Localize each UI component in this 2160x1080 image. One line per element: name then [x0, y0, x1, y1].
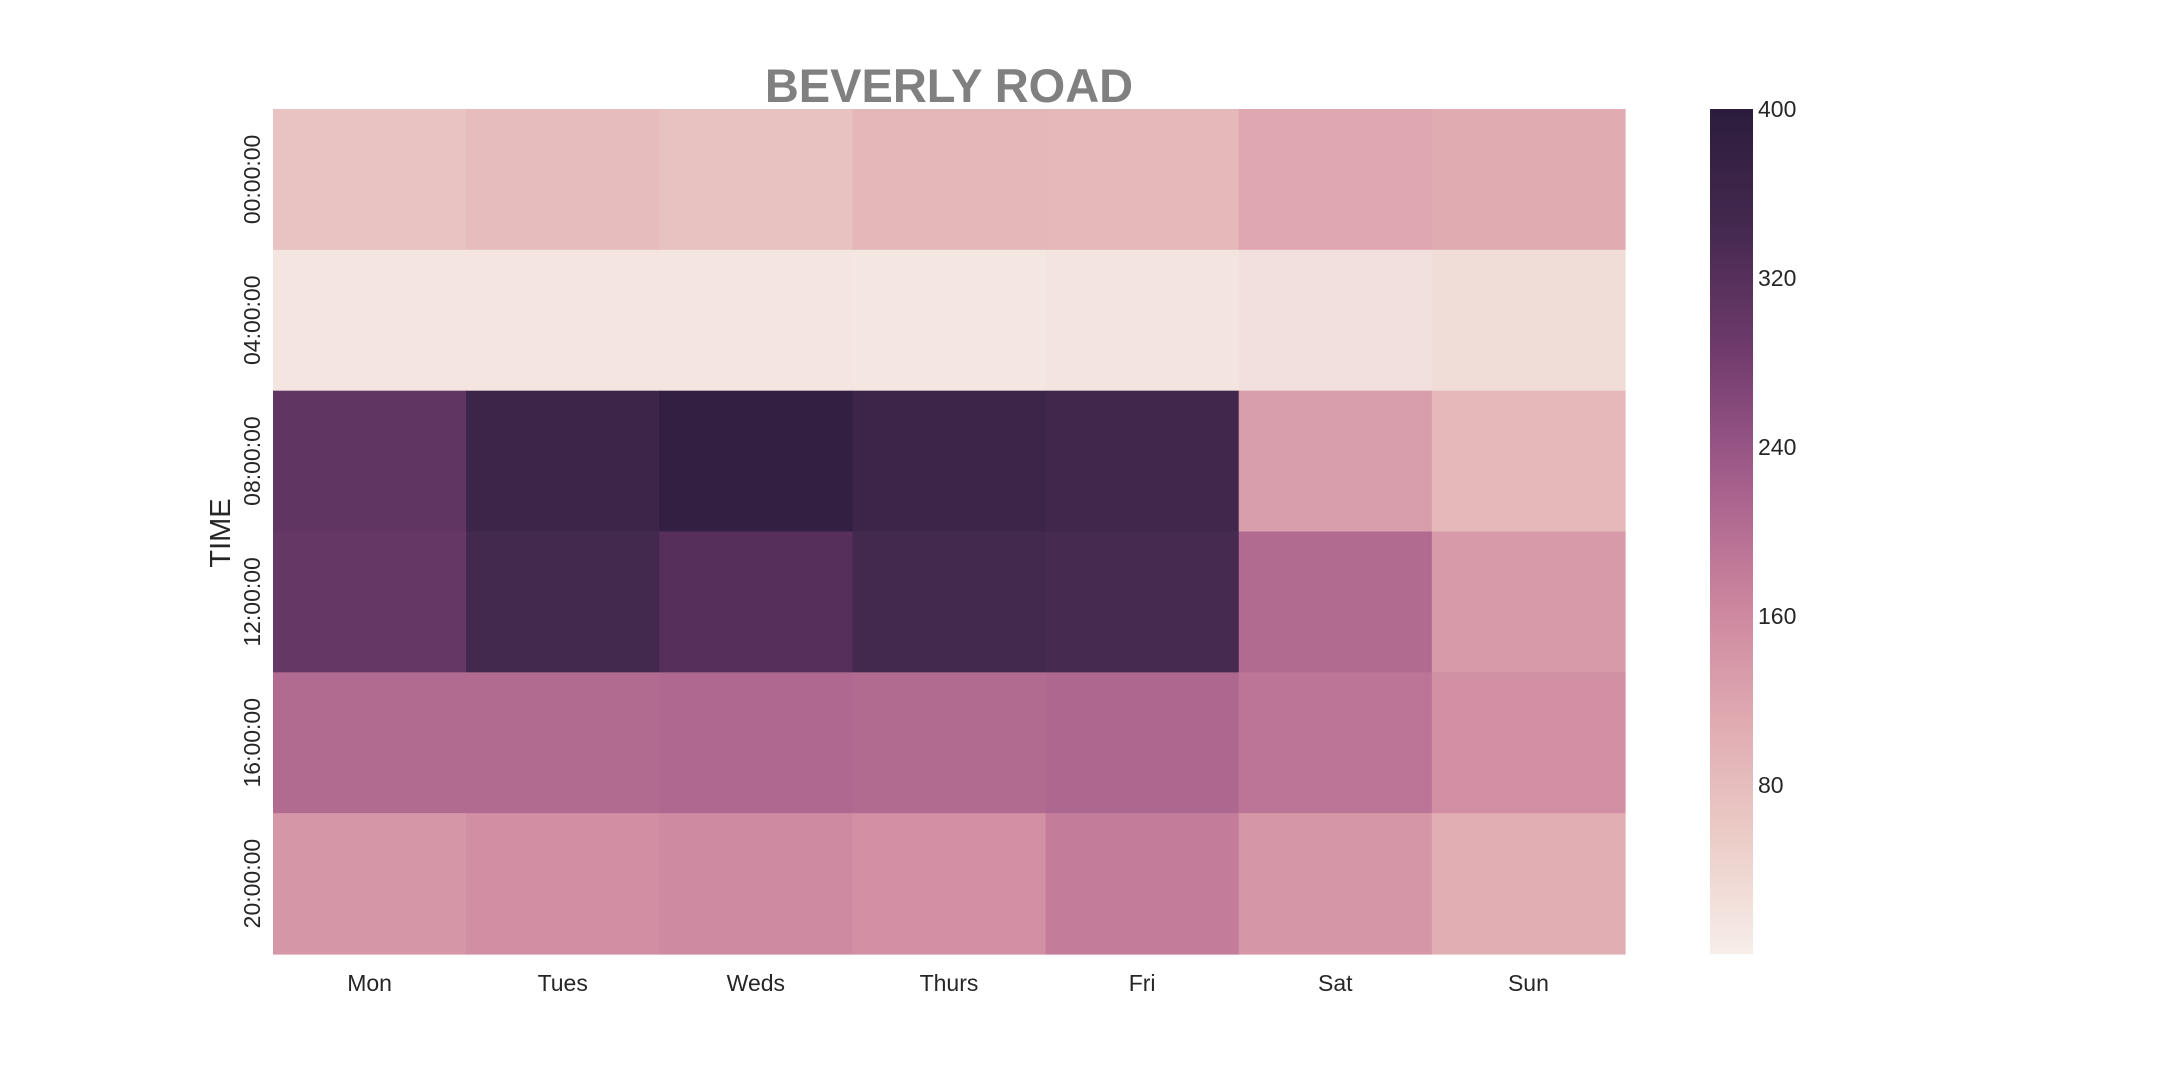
heatmap-cell-040000-weds: [659, 249, 854, 392]
colorbar-tick-320: 320: [1758, 265, 1796, 291]
colorbar-tick-labels: 80 160 240 320 400: [1758, 96, 1796, 798]
heatmap-cell-000000-weds: [659, 109, 854, 251]
heatmap-cell-000000-sun: [1431, 109, 1626, 251]
heatmap-cell-200000-sun: [1431, 813, 1626, 955]
heatmap-cell-200000-weds: [659, 813, 854, 955]
heatmap-cell-000000-fri: [1045, 109, 1240, 251]
heatmap-cell-120000-sun: [1431, 531, 1626, 673]
heatmap-cell-160000-sun: [1431, 672, 1626, 814]
x-tick-sat: Sat: [1318, 970, 1353, 996]
heatmap-cell-120000-thurs: [852, 531, 1047, 673]
heatmap-cell-080000-sat: [1238, 390, 1433, 533]
heatmap-cell-160000-sat: [1238, 672, 1433, 814]
heatmap-cell-200000-thurs: [852, 813, 1047, 955]
heatmap-cell-080000-sun: [1431, 390, 1626, 533]
heatmap-cell-160000-fri: [1045, 672, 1240, 814]
colorbar: [1710, 109, 1753, 954]
heatmap-cell-200000-sat: [1238, 813, 1433, 955]
y-axis-label: TIME: [205, 498, 237, 567]
heatmap-cell-200000-tues: [466, 813, 660, 955]
heatmap-cell-040000-sat: [1238, 249, 1433, 392]
heatmap-cell-160000-weds: [659, 672, 854, 814]
heatmap-cell-200000-mon: [273, 813, 467, 955]
heatmap-cell-040000-thurs: [852, 249, 1047, 392]
heatmap-cell-000000-thurs: [852, 109, 1047, 251]
heatmap-cell-120000-weds: [659, 531, 854, 673]
heatmap-cell-120000-mon: [273, 531, 467, 673]
heatmap-cell-120000-tues: [466, 531, 660, 673]
heatmap-cell-080000-fri: [1045, 390, 1240, 533]
y-tick-000000: 00:00:00: [239, 135, 265, 225]
heatmap-cell-160000-mon: [273, 672, 467, 814]
y-tick-080000: 08:00:00: [239, 416, 265, 506]
x-tick-mon: Mon: [347, 970, 392, 996]
y-tick-040000: 04:00:00: [239, 275, 265, 365]
heatmap-cell-040000-tues: [466, 249, 660, 392]
heatmap-cell-160000-tues: [466, 672, 660, 814]
heatmap-cell-040000-sun: [1431, 249, 1626, 392]
heatmap-cell-080000-mon: [273, 390, 467, 533]
colorbar-tick-160: 160: [1758, 603, 1796, 629]
x-tick-labels: Mon Tues Weds Thurs Fri Sat Sun: [347, 970, 1549, 996]
y-tick-160000: 16:00:00: [239, 698, 265, 788]
y-tick-labels: 00:00:00 04:00:00 08:00:00 12:00:00 16:00:00…: [239, 135, 265, 929]
heatmap-cell-000000-tues: [466, 109, 660, 251]
chart-title: BEVERLY ROAD: [765, 59, 1133, 112]
heatmap-cell-120000-sat: [1238, 531, 1433, 673]
heatmap-cell-160000-thurs: [852, 672, 1047, 814]
x-tick-weds: Weds: [727, 970, 785, 996]
heatmap-cell-200000-fri: [1045, 813, 1240, 955]
colorbar-tick-80: 80: [1758, 772, 1784, 798]
heatmap-cell-040000-mon: [273, 249, 467, 392]
x-tick-fri: Fri: [1129, 970, 1156, 996]
colorbar-tick-240: 240: [1758, 434, 1796, 460]
x-tick-tues: Tues: [538, 970, 588, 996]
y-tick-200000: 20:00:00: [239, 839, 265, 929]
x-tick-thurs: Thurs: [920, 970, 979, 996]
heatmap-cell-040000-fri: [1045, 249, 1240, 392]
y-tick-120000: 12:00:00: [239, 557, 265, 647]
heatmap-cells: [273, 109, 1626, 955]
x-tick-sun: Sun: [1508, 970, 1549, 996]
heatmap-cell-080000-weds: [659, 390, 854, 533]
heatmap-cell-080000-tues: [466, 390, 660, 533]
heatmap-cell-080000-thurs: [852, 390, 1047, 533]
heatmap-cell-000000-sat: [1238, 109, 1433, 251]
heatmap-cell-120000-fri: [1045, 531, 1240, 673]
heatmap-cell-000000-mon: [273, 109, 467, 251]
colorbar-tick-400: 400: [1758, 96, 1796, 122]
